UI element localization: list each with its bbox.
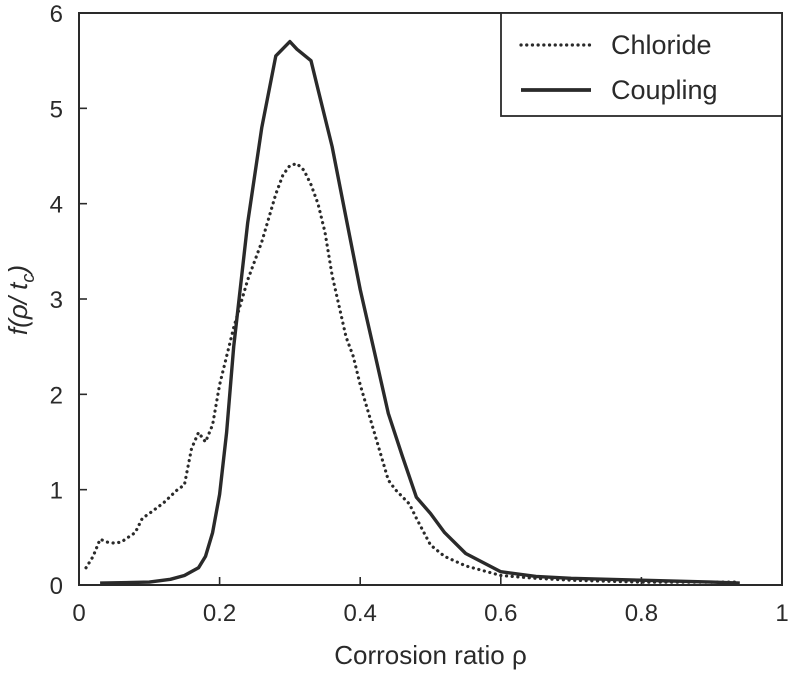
x-axis-title: Corrosion ratio ρ — [334, 640, 527, 670]
x-tick-label: 0.4 — [344, 600, 377, 627]
y-tick-label: 0 — [50, 573, 63, 600]
y-tick-label: 3 — [50, 287, 63, 314]
x-tick-label: 0 — [72, 600, 85, 627]
legend: Chloride Coupling — [500, 12, 783, 117]
y-tick-label: 4 — [50, 192, 63, 219]
legend-box — [500, 12, 783, 117]
y-tick-label: 1 — [50, 478, 63, 505]
x-tick-label: 0.8 — [625, 600, 658, 627]
legend-label-coupling: Coupling — [611, 75, 718, 105]
y-axis-title-main: f(ρ/ t — [3, 281, 33, 335]
plot-area — [84, 39, 742, 585]
y-tick-label: 6 — [50, 1, 63, 28]
y-tick-label: 2 — [50, 382, 63, 409]
y-axis-title-close: ) — [3, 265, 33, 277]
y-axis-title: f(ρ/ tc) — [3, 265, 38, 335]
x-tick-label: 0.2 — [203, 600, 236, 627]
series-line-coupling — [100, 39, 740, 585]
legend-label-chloride: Chloride — [611, 30, 712, 60]
x-tick-label: 1 — [775, 600, 788, 627]
y-axis-title-subscript: c — [18, 274, 38, 283]
axes: 0 0.2 0.4 0.6 0.8 1 0 1 2 3 4 5 6 Corrosion ratio ρ f(… — [3, 1, 789, 670]
y-tick-label: 5 — [50, 96, 63, 123]
x-tick-label: 0.6 — [484, 600, 517, 627]
series-line-chloride — [84, 162, 742, 584]
